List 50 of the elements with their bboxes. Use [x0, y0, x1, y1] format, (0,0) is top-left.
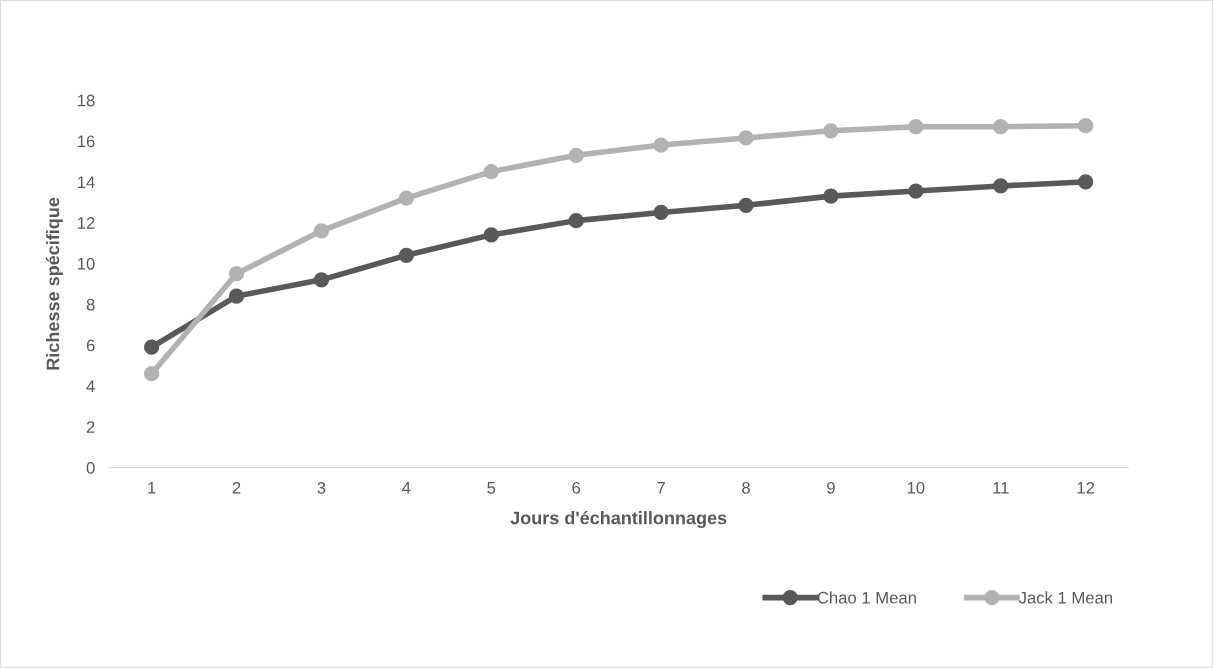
- y-tick-label: 2: [86, 421, 95, 433]
- point: [568, 147, 584, 163]
- x-tick-label: 1: [148, 482, 156, 494]
- point: [143, 366, 160, 382]
- point: [313, 223, 330, 239]
- point: [653, 137, 669, 153]
- point: [483, 163, 499, 180]
- point: [228, 288, 245, 304]
- point: [398, 247, 414, 263]
- y-tick-label: 10: [78, 257, 95, 270]
- point: [1077, 174, 1094, 190]
- point: [398, 190, 414, 206]
- legend-label: Chao 1 Mean: [817, 591, 916, 604]
- y-axis-title: Richesse spécifique: [45, 197, 63, 370]
- y-tick-label: 8: [86, 298, 95, 311]
- point: [738, 130, 754, 146]
- x-tick-label: 6: [572, 481, 581, 494]
- y-tick-label: 12: [78, 217, 95, 229]
- point: [228, 266, 245, 282]
- x-tick-label: 11: [993, 482, 1009, 494]
- x-tick-label: 12: [1077, 481, 1095, 494]
- point: [738, 197, 754, 213]
- y-tick-label: 14: [78, 176, 95, 188]
- point: [483, 227, 499, 243]
- point: [313, 272, 330, 288]
- point: [908, 183, 924, 199]
- x-tick-label: 3: [317, 481, 326, 494]
- legend-label: Jack 1 Mean: [1018, 591, 1113, 604]
- x-tick-label: 10: [907, 481, 925, 494]
- point: [908, 119, 924, 135]
- x-tick-label: 9: [827, 481, 835, 494]
- x-tick-label: 4: [402, 482, 411, 494]
- point: [993, 119, 1009, 135]
- point: [143, 339, 160, 355]
- point: [653, 204, 669, 221]
- x-tick-label: 7: [657, 482, 665, 494]
- y-tick-label: 18: [78, 94, 95, 107]
- x-tick-label: 2: [232, 481, 241, 494]
- y-tick-label: 0: [86, 462, 95, 474]
- x-tick-label: 8: [742, 481, 750, 494]
- point: [823, 123, 839, 139]
- point: [568, 212, 584, 229]
- point: [993, 178, 1009, 194]
- y-tick-label: 4: [86, 380, 95, 392]
- x-axis-title: Jours d'échantillonnages: [510, 510, 727, 528]
- point: [1077, 118, 1094, 134]
- point: [823, 188, 839, 204]
- y-tick-label: 6: [86, 339, 95, 352]
- y-tick-label: 16: [78, 135, 95, 148]
- x-tick-label: 5: [487, 482, 496, 494]
